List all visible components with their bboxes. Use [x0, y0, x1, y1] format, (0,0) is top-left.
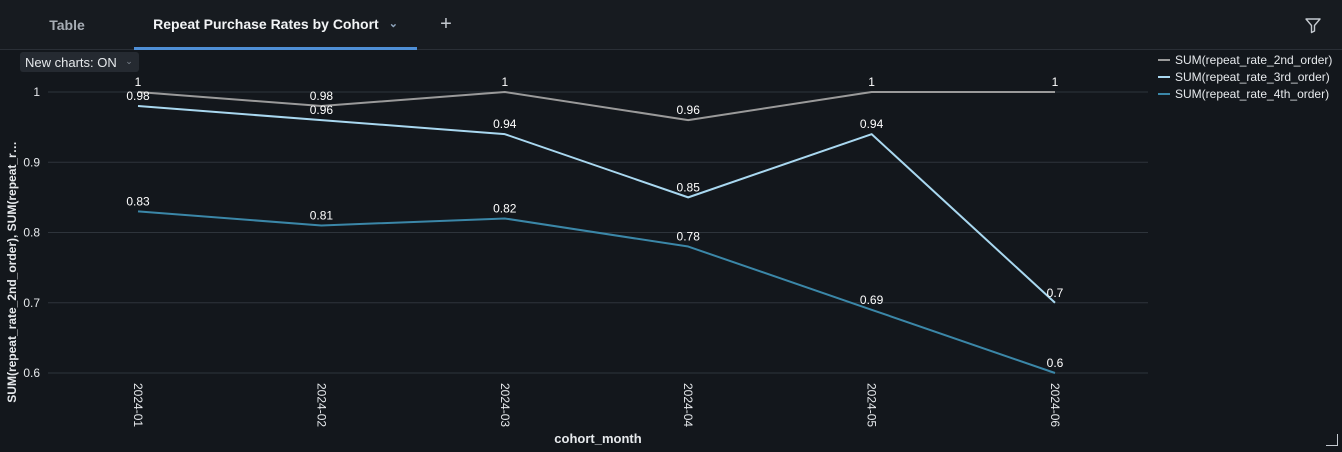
series-line-1 — [137, 91, 1055, 122]
y-tick-label: 1 — [33, 85, 40, 99]
chevron-down-icon[interactable]: ⌄ — [388, 18, 398, 30]
chevron-down-icon: ⌄ — [125, 56, 133, 66]
legend: SUM(repeat_rate_2nd_order) SUM(repeat_rat… — [1158, 53, 1332, 101]
series-line-2 — [137, 105, 1056, 304]
x-axis-title: cohort_month — [554, 431, 641, 446]
line-chart: 0.60.70.80.91 2024-01 2024-02 2024-03 2024-… — [5, 53, 1332, 446]
y-axis-title: SUM(repeat_rate_2nd_order), SUM(repeat_r… — [5, 141, 19, 402]
tab-repeat-purchase-rates[interactable]: Repeat Purchase Rates by Cohort ⌄ — [134, 0, 417, 50]
legend-label: SUM(repeat_rate_2nd_order) — [1175, 53, 1332, 67]
data-label: 0.6 — [1047, 356, 1064, 370]
data-label: 0.81 — [310, 208, 334, 222]
data-label: 0.94 — [860, 117, 884, 131]
tab-active-label: Repeat Purchase Rates by Cohort — [153, 15, 379, 32]
resize-handle[interactable] — [1326, 434, 1338, 446]
x-tick-label: 2024-06 — [1048, 383, 1062, 427]
tab-table[interactable]: Table — [0, 0, 134, 50]
y-tick-label: 0.9 — [23, 155, 40, 169]
data-label: 0.7 — [1047, 286, 1064, 300]
new-charts-label: New charts: ON — [25, 54, 117, 70]
data-label: 0.96 — [677, 103, 701, 117]
tab-table-label: Table — [49, 17, 85, 33]
y-tick-label: 0.8 — [23, 226, 40, 240]
data-label: 0.94 — [493, 117, 517, 131]
data-label: 1 — [501, 75, 508, 89]
y-tick-label: 0.7 — [23, 296, 40, 310]
data-label: 1 — [135, 75, 142, 89]
x-tick-label: 2024-02 — [314, 383, 328, 427]
data-label: 1 — [868, 75, 875, 89]
data-label: 1 — [1052, 75, 1059, 89]
y-tick-label: 0.6 — [23, 366, 40, 380]
data-label: 0.98 — [126, 89, 150, 103]
add-tab-button[interactable]: + — [440, 12, 452, 35]
tab-bar: Table Repeat Purchase Rates by Cohort ⌄ … — [0, 0, 1342, 50]
x-tick-label: 2024-01 — [131, 383, 145, 427]
x-tick-label: 2024-05 — [865, 383, 879, 427]
data-label: 0.82 — [493, 201, 517, 215]
x-tick-label: 2024-04 — [681, 383, 695, 427]
data-label: 0.78 — [677, 230, 701, 244]
x-tick-label: 2024-03 — [498, 383, 512, 427]
legend-label: SUM(repeat_rate_3rd_order) — [1175, 70, 1330, 84]
data-label: 0.83 — [126, 194, 150, 208]
filter-icon[interactable] — [1302, 14, 1324, 36]
data-label: 0.96 — [310, 103, 334, 117]
y-axis: 0.6 0.7 0.8 0.9 1 — [23, 85, 40, 380]
series-line-3 — [137, 210, 1056, 374]
new-charts-toggle[interactable]: New charts: ON ⌄ — [20, 52, 139, 72]
data-label: 0.85 — [677, 180, 701, 194]
data-label: 0.98 — [310, 89, 334, 103]
data-label: 0.69 — [860, 293, 884, 307]
x-axis: 2024-01 2024-02 2024-03 2024-04 2024-05 2024-… — [131, 383, 1062, 427]
series-layer — [137, 91, 1056, 374]
legend-label: SUM(repeat_rate_4th_order) — [1175, 87, 1329, 101]
